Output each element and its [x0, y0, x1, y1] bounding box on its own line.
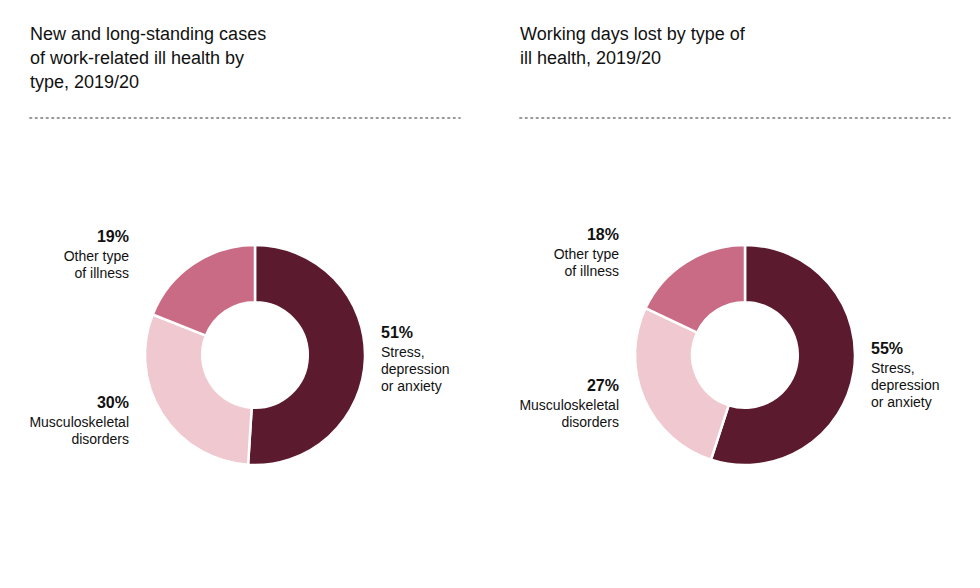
data-label: 19%	[97, 228, 129, 245]
category-label: Musculoskeletaldisorders	[519, 397, 619, 430]
data-label: 55%	[871, 340, 903, 357]
data-label: 51%	[381, 324, 413, 341]
donut-slice	[248, 245, 365, 465]
divider	[30, 117, 460, 119]
data-label: 27%	[587, 377, 619, 394]
data-label: 30%	[97, 394, 129, 411]
category-label: Musculoskeletaldisorders	[29, 414, 129, 447]
donut-panel: Working days lost by type ofill health, …	[519, 24, 950, 465]
chart-title: New and long-standing casesof work-relat…	[30, 24, 266, 92]
donut-slice	[145, 315, 252, 465]
category-label: Other typeof illness	[554, 246, 620, 279]
chart-title: Working days lost by type ofill health, …	[520, 24, 746, 68]
category-label: Stress,depressionor anxiety	[871, 360, 940, 410]
category-label: Stress,depressionor anxiety	[381, 344, 450, 394]
donut-slice	[635, 308, 729, 459]
donut-panel: New and long-standing casesof work-relat…	[29, 24, 460, 465]
donut-slice	[153, 245, 255, 336]
data-label: 18%	[587, 226, 619, 243]
donut-slice	[645, 245, 745, 333]
chart-canvas: New and long-standing casesof work-relat…	[0, 0, 980, 588]
category-label: Other typeof illness	[64, 248, 130, 281]
divider	[520, 117, 950, 119]
